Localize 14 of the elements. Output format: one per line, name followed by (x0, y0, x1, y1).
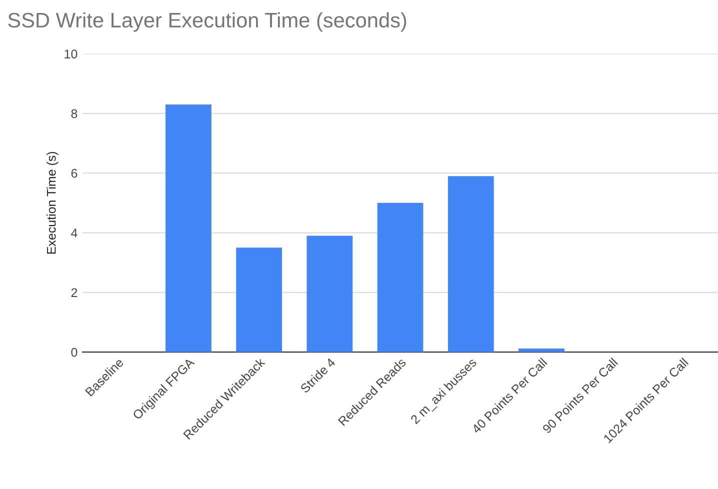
y-axis-title: Execution Time (s) (46, 152, 58, 254)
y-tick-label: 4 (71, 228, 78, 238)
bar (377, 202, 424, 352)
bar (236, 248, 282, 352)
y-tick-label: 6 (71, 168, 78, 178)
bar (306, 236, 353, 352)
y-tick-label: 2 (71, 288, 78, 297)
bar (166, 104, 212, 352)
y-tick-label: 10 (64, 50, 78, 58)
bar (518, 348, 564, 352)
bar (448, 176, 494, 352)
y-tick-label: 8 (71, 109, 78, 118)
chart-title: SSD Write Layer Execution Time (seconds) (8, 12, 406, 32)
y-tick-label: 0 (71, 348, 78, 357)
